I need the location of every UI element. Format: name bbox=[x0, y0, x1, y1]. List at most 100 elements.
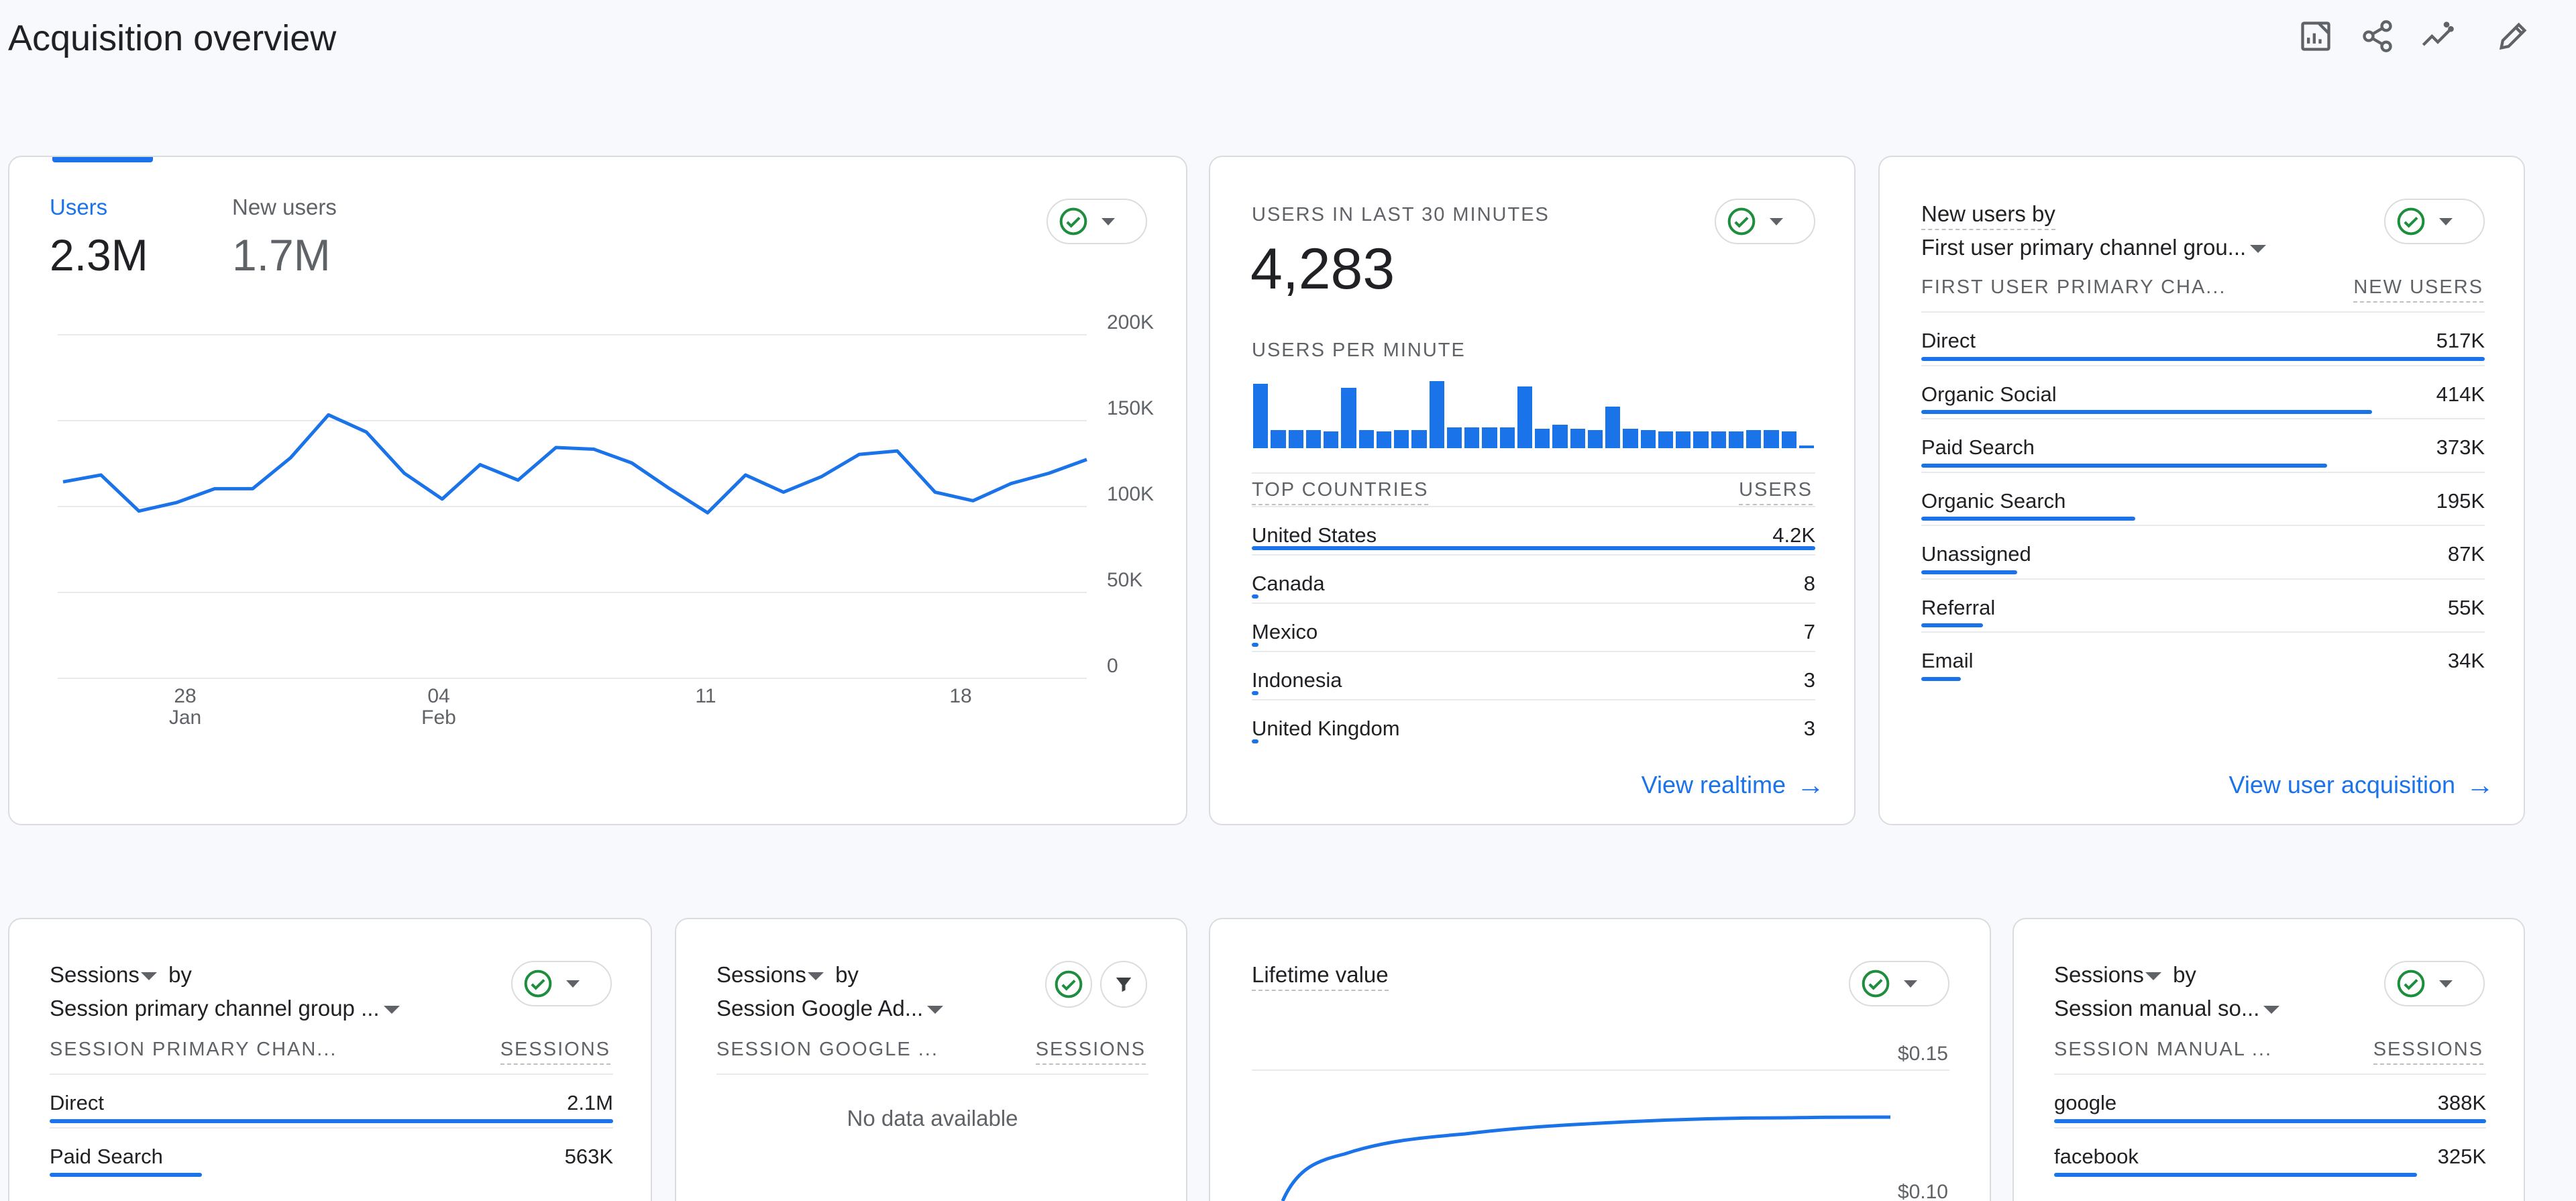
per-minute-bar[interactable] bbox=[1781, 431, 1796, 448]
per-minute-bar[interactable] bbox=[1535, 429, 1550, 448]
customize-report-icon[interactable] bbox=[2296, 16, 2336, 56]
per-minute-bar[interactable] bbox=[1605, 407, 1621, 448]
view-realtime-link[interactable]: View realtime → bbox=[1642, 769, 1825, 801]
sessions-col-header[interactable]: SESSIONS bbox=[500, 1039, 610, 1065]
per-minute-bar[interactable] bbox=[1341, 387, 1356, 448]
comparison-selector[interactable] bbox=[1715, 199, 1815, 244]
per-minute-bar[interactable] bbox=[1623, 429, 1638, 448]
table-row[interactable]: Referral 55K bbox=[1921, 588, 2485, 632]
metric-dropdown[interactable]: Sessions by bbox=[50, 962, 192, 988]
new-users-col-header[interactable]: NEW USERS bbox=[2353, 276, 2483, 303]
per-minute-bar[interactable] bbox=[1411, 430, 1427, 448]
ltv-line bbox=[1281, 1115, 1891, 1201]
new-users-tab-value: 1.7M bbox=[232, 230, 331, 280]
per-minute-bar[interactable] bbox=[1429, 381, 1444, 448]
view-realtime-label: View realtime bbox=[1641, 771, 1786, 798]
table-row[interactable]: Unassigned 87K bbox=[1921, 534, 2485, 578]
per-minute-bar[interactable] bbox=[1253, 383, 1269, 448]
per-minute-bar[interactable] bbox=[1499, 427, 1515, 448]
per-minute-bar[interactable] bbox=[1271, 430, 1286, 448]
row-share-bar bbox=[1921, 463, 2327, 468]
dimension-col-header[interactable]: SESSION PRIMARY CHAN... bbox=[50, 1039, 337, 1060]
row-divider bbox=[1252, 699, 1815, 700]
table-row[interactable]: Organic Social 414K bbox=[1921, 374, 2485, 419]
share-icon[interactable] bbox=[2357, 16, 2398, 56]
filter-button[interactable] bbox=[1100, 961, 1147, 1008]
top-countries-header[interactable]: TOP COUNTRIES bbox=[1252, 479, 1429, 505]
chevron-down-icon bbox=[383, 1006, 400, 1014]
row-label: United States bbox=[1252, 523, 1377, 547]
table-row[interactable]: United States 4.2K bbox=[1252, 515, 1815, 554]
per-minute-bar[interactable] bbox=[1676, 431, 1691, 448]
comparison-selector[interactable] bbox=[2384, 961, 2485, 1006]
comparison-selector[interactable] bbox=[1046, 199, 1147, 244]
per-minute-bar[interactable] bbox=[1799, 446, 1814, 448]
per-minute-bar[interactable] bbox=[1324, 431, 1339, 448]
table-row[interactable]: Mexico 7 bbox=[1252, 612, 1815, 651]
comparison-selector[interactable] bbox=[2384, 199, 2485, 244]
per-minute-bar[interactable] bbox=[1658, 431, 1673, 448]
table-row[interactable]: Direct 517K bbox=[1921, 321, 2485, 365]
per-minute-bar[interactable] bbox=[1376, 431, 1391, 448]
dimension-dropdown[interactable]: First user primary channel grou... bbox=[1921, 235, 2267, 260]
edit-icon[interactable] bbox=[2493, 16, 2533, 56]
new-users-tab[interactable]: New users 1.7M bbox=[232, 195, 337, 280]
dimension-dropdown[interactable]: Session primary channel group ... bbox=[50, 996, 400, 1021]
per-minute-bar[interactable] bbox=[1711, 431, 1726, 448]
table-row[interactable]: facebook 325K bbox=[2054, 1137, 2486, 1181]
table-row[interactable]: Canada 8 bbox=[1252, 564, 1815, 603]
arrow-right-icon: → bbox=[2466, 769, 2494, 800]
per-minute-bar[interactable] bbox=[1746, 430, 1762, 448]
per-minute-bar[interactable] bbox=[1446, 427, 1462, 448]
per-minute-bar[interactable] bbox=[1552, 425, 1568, 448]
users-tab[interactable]: Users 2.3M bbox=[50, 195, 148, 280]
table-row[interactable]: Paid Search 563K bbox=[50, 1137, 613, 1181]
dimension-dropdown[interactable]: Session Google Ad... bbox=[716, 996, 944, 1021]
by-label: by bbox=[168, 962, 192, 987]
x-tick-day: 11 bbox=[695, 685, 716, 707]
metric-dropdown[interactable]: Sessions by bbox=[2054, 962, 2196, 988]
per-minute-bar[interactable] bbox=[1394, 430, 1409, 448]
sessions-col-header[interactable]: SESSIONS bbox=[2373, 1039, 2483, 1065]
chevron-down-icon bbox=[1904, 980, 1917, 988]
comparison-selector[interactable] bbox=[1849, 961, 1949, 1006]
grid-line bbox=[58, 334, 1087, 335]
table-row[interactable]: Organic Search 195K bbox=[1921, 481, 2485, 525]
per-minute-bar[interactable] bbox=[1517, 386, 1532, 448]
row-label: Indonesia bbox=[1252, 668, 1342, 692]
dimension-dropdown[interactable]: Session manual so... bbox=[2054, 996, 2280, 1021]
per-minute-bar[interactable] bbox=[1358, 430, 1374, 448]
grid-line bbox=[1252, 1069, 1949, 1071]
table-row[interactable]: Indonesia 3 bbox=[1252, 660, 1815, 699]
x-tick-label: 28 Jan bbox=[145, 686, 225, 729]
per-minute-bar[interactable] bbox=[1288, 430, 1303, 448]
table-row[interactable]: Direct 2.1M bbox=[50, 1083, 613, 1127]
view-user-acquisition-link[interactable]: View user acquisition → bbox=[2229, 769, 2494, 801]
row-divider bbox=[50, 1074, 613, 1075]
per-minute-bar[interactable] bbox=[1693, 431, 1709, 448]
per-minute-bar[interactable] bbox=[1570, 429, 1585, 448]
sessions-col-header[interactable]: SESSIONS bbox=[1035, 1039, 1146, 1065]
dimension-col-header[interactable]: SESSION GOOGLE ... bbox=[716, 1039, 938, 1060]
table-row[interactable]: google 388K bbox=[2054, 1083, 2486, 1127]
table-row[interactable]: Paid Search 373K bbox=[1921, 427, 2485, 472]
per-minute-bar[interactable] bbox=[1764, 430, 1779, 448]
row-label: facebook bbox=[2054, 1145, 2139, 1168]
dimension-col-header[interactable]: FIRST USER PRIMARY CHA... bbox=[1921, 276, 2226, 298]
dimension-col-header[interactable]: SESSION MANUAL ... bbox=[2054, 1039, 2272, 1060]
per-minute-bar[interactable] bbox=[1464, 427, 1480, 448]
comparison-selector[interactable] bbox=[511, 961, 612, 1006]
per-minute-bar[interactable] bbox=[1482, 427, 1497, 448]
per-minute-bar[interactable] bbox=[1728, 431, 1743, 448]
row-share-bar bbox=[1921, 356, 2485, 361]
insights-icon[interactable] bbox=[2418, 16, 2458, 56]
metric-dropdown[interactable]: Sessions by bbox=[716, 962, 859, 988]
table-row[interactable]: Email 34K bbox=[1921, 641, 2485, 685]
users-col-header[interactable]: USERS bbox=[1739, 479, 1813, 505]
per-minute-bar[interactable] bbox=[1640, 430, 1656, 448]
table-row[interactable]: United Kingdom 3 bbox=[1252, 709, 1815, 747]
row-value: 8 bbox=[1803, 572, 1815, 595]
comparison-button[interactable] bbox=[1045, 961, 1092, 1008]
per-minute-bar[interactable] bbox=[1305, 430, 1321, 448]
per-minute-bar[interactable] bbox=[1587, 430, 1603, 448]
